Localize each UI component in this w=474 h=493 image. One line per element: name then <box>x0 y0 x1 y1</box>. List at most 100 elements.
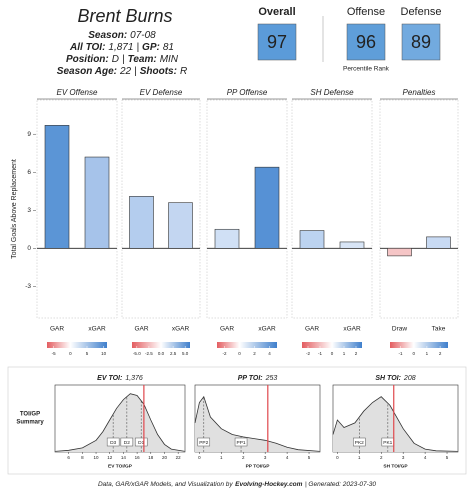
panel-frame <box>206 99 288 319</box>
separator: | <box>122 54 125 65</box>
panel-title: PP Offense <box>227 88 268 97</box>
x-tick-label: GAR <box>134 326 148 333</box>
color-legend <box>302 342 362 348</box>
tier-label: PP1 <box>237 440 246 446</box>
x-tick-label: xGAR <box>343 326 361 333</box>
legend-tick-label: 0.0 <box>158 351 165 356</box>
tier-box <box>134 437 148 447</box>
panel-title-label: PP TOI: <box>238 375 263 382</box>
x-tick-label: 3 <box>264 455 267 460</box>
rating-value: 97 <box>267 32 287 52</box>
legend-tick-label: 5 <box>86 351 89 356</box>
x-axis-label: PP TOI/GP <box>246 463 271 469</box>
x-tick-label: 18 <box>148 455 154 460</box>
x-tick-label: 1 <box>220 455 223 460</box>
y-tick-label: 9 <box>27 131 31 138</box>
x-tick-label: 5 <box>308 455 311 460</box>
x-tick-label: 16 <box>135 455 141 460</box>
tier-label: D2 <box>124 440 130 446</box>
panel-frame <box>291 99 373 319</box>
legend-tick-label: -5.0 <box>133 351 141 356</box>
y-tick-label: -3 <box>25 283 31 290</box>
tier-box <box>234 437 248 447</box>
summary-label-line: Summary <box>16 420 44 426</box>
info-label: Position: <box>66 54 109 65</box>
x-tick-label: 4 <box>286 455 289 460</box>
x-tick-label: Take <box>432 326 446 333</box>
rating-box <box>257 23 297 61</box>
footer-part: | Generated: 2023-07-30 <box>305 481 376 488</box>
tier-label: D3 <box>110 440 116 446</box>
panel-frame <box>36 99 118 319</box>
density-area <box>55 393 185 452</box>
legend-tick-label: 0 <box>69 351 72 356</box>
info-line: Season Age: 22 | Shoots: R <box>57 66 187 77</box>
legend-tick-label: -5 <box>52 351 56 356</box>
x-tick-label: 3 <box>402 455 405 460</box>
rating-note: Percentile Rank <box>343 66 390 73</box>
tier-label: PK1 <box>383 440 392 446</box>
rating-value: 96 <box>356 32 376 52</box>
density-line <box>332 396 459 452</box>
panel-title: Penalties <box>403 88 436 97</box>
x-tick-label: 0 <box>198 455 201 460</box>
legend-tick-label: 2 <box>253 351 256 356</box>
panel-title: EV TOI: 1,376 <box>97 375 143 382</box>
x-axis-label: EV TOI/GP <box>108 463 133 469</box>
legend-tick-label: 0 <box>331 351 334 356</box>
summary-label-line: TOI/GP <box>20 412 40 418</box>
panel-frame <box>121 99 201 319</box>
x-tick-label: 2 <box>380 455 383 460</box>
x-tick-label: 20 <box>162 455 168 460</box>
info-value: D <box>112 54 119 65</box>
info-label: GP: <box>142 42 160 53</box>
bar <box>299 230 325 249</box>
panel-title-value: 253 <box>265 375 278 382</box>
bar <box>44 125 70 249</box>
panel-title: EV Offense <box>57 88 98 97</box>
legend-tick-label: -2.5 <box>145 351 153 356</box>
bar <box>129 196 154 249</box>
bar <box>339 241 365 249</box>
info-value: 07-08 <box>130 30 156 41</box>
tier-label: PP2 <box>199 440 208 446</box>
bar <box>168 202 193 249</box>
legend-tick-label: 0 <box>412 351 415 356</box>
legend-tick-label: -1 <box>318 351 322 356</box>
tier-box <box>197 437 211 447</box>
x-axis-label: SH TOI/GP <box>383 463 408 469</box>
tier-box <box>106 437 120 447</box>
panel-title: SH TOI: 208 <box>375 375 415 382</box>
panel-title-label: SH TOI: <box>375 375 401 382</box>
density-line <box>194 395 321 452</box>
player-name: Brent Burns <box>77 6 172 26</box>
panel-title: EV Defense <box>140 88 183 97</box>
x-tick-label: 0 <box>336 455 339 460</box>
bar <box>214 228 240 249</box>
density-area <box>195 396 320 452</box>
x-tick-label: xGAR <box>258 326 276 333</box>
rating-value: 89 <box>411 32 431 52</box>
x-tick-label: GAR <box>220 326 234 333</box>
panel-title: PP TOI: 253 <box>238 375 278 382</box>
info-label: Team: <box>128 54 157 65</box>
x-tick-label: xGAR <box>172 326 190 333</box>
separator: | <box>134 66 137 77</box>
legend-tick-label: 4 <box>268 351 271 356</box>
legend-tick-label: -2 <box>306 351 310 356</box>
info-line: Season: 07-08 <box>88 30 156 41</box>
bar <box>254 166 280 249</box>
info-line: All TOI: 1,871 | GP: 81 <box>69 42 174 53</box>
bar <box>387 247 412 257</box>
density-line <box>54 393 186 452</box>
legend-tick-label: 10 <box>101 351 107 356</box>
panel-frame <box>379 99 459 319</box>
footer-part: Evolving-Hockey.com <box>235 481 303 488</box>
x-tick-label: 12 <box>107 455 113 460</box>
info-value: R <box>180 66 187 77</box>
bar <box>426 236 451 249</box>
info-label: Season Age: <box>57 66 117 77</box>
x-tick-label: Draw <box>392 326 407 333</box>
info-label: Shoots: <box>140 66 177 77</box>
